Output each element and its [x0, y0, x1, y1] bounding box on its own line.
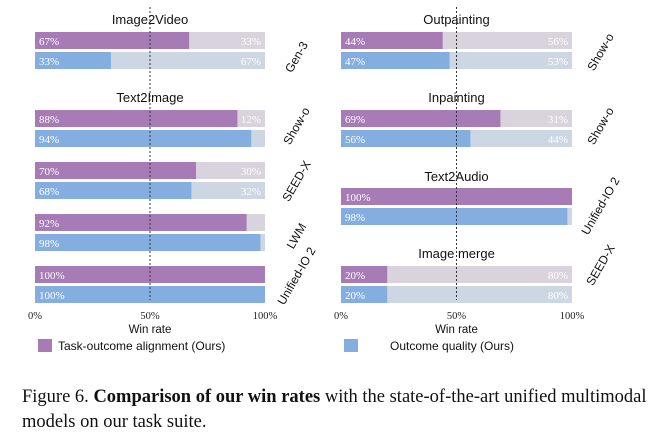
x-tick-label: 100%: [560, 311, 585, 322]
alignment-bar: [341, 266, 388, 283]
alignment-value-label: 92%: [39, 218, 59, 230]
quality-value-label: 68%: [39, 186, 59, 198]
quality-remainder-label: 44%: [548, 134, 568, 146]
quality-value-label: 33%: [39, 56, 59, 68]
alignment-bar: [35, 214, 247, 231]
x-tick-label: 0%: [28, 311, 42, 322]
quality-value-label: 47%: [345, 56, 365, 68]
alignment-value-label: 20%: [345, 270, 365, 282]
quality-bar: [35, 182, 192, 199]
quality-value-label: 98%: [345, 212, 365, 224]
quality-bar: [341, 130, 471, 147]
alignment-bar: [341, 32, 443, 49]
alignment-value-label: 70%: [39, 166, 59, 178]
alignment-value-label: 100%: [345, 192, 371, 204]
model-label: Unified-IO 2: [274, 244, 318, 307]
alignment-remainder-label: 33%: [241, 36, 261, 48]
alignment-remainder-label: 31%: [548, 114, 568, 126]
alignment-remainder-label: 56%: [548, 36, 568, 48]
x-tick-label: 100%: [253, 311, 278, 322]
alignment-bar: [35, 110, 238, 127]
alignment-remainder-label: 12%: [241, 114, 261, 126]
x-axis-title: Win rate: [435, 324, 478, 336]
quality-value-label: 98%: [39, 238, 59, 250]
alignment-value-label: 69%: [345, 114, 365, 126]
quality-remainder-bar: [341, 286, 572, 303]
alignment-value-label: 44%: [345, 36, 365, 48]
model-label: Show-o: [280, 105, 313, 148]
alignment-value-label: 88%: [39, 114, 59, 126]
quality-bar: [35, 130, 252, 147]
model-label: Unified-IO 2: [578, 174, 622, 237]
quality-value-label: 56%: [345, 134, 365, 146]
quality-remainder-label: 67%: [241, 56, 261, 68]
quality-bar: [341, 52, 450, 69]
quality-value-label: 100%: [39, 290, 65, 302]
quality-remainder-label: 80%: [548, 290, 568, 302]
figure-caption: Figure 6. Comparison of our win rates wi…: [22, 385, 652, 435]
alignment-bar: [35, 266, 265, 283]
model-label: Gen-3: [282, 39, 311, 75]
alignment-value-label: 67%: [39, 36, 59, 48]
alignment-bar: [35, 32, 190, 49]
x-tick-label: 50%: [140, 311, 160, 322]
x-tick-label: 50%: [447, 311, 467, 322]
panel-title: Text2Image: [116, 90, 183, 105]
caption-rest: with the state-of-the-art unified multim…: [22, 387, 647, 432]
caption-bold: Comparison of our win rates: [93, 387, 321, 407]
model-label: Show-o: [584, 105, 617, 148]
alignment-remainder-bar: [341, 266, 572, 283]
legend-label-alignment: Task-outcome alignment (Ours): [58, 339, 225, 353]
alignment-bar: [35, 162, 196, 179]
quality-remainder-label: 53%: [548, 56, 568, 68]
legend-label-quality: Outcome quality (Ours): [390, 339, 514, 353]
quality-bar: [341, 208, 568, 225]
quality-bar: [35, 286, 265, 303]
quality-value-label: 94%: [39, 134, 59, 146]
model-label: SEED-X: [279, 158, 313, 204]
legend-swatch-quality: [344, 339, 358, 352]
x-axis-title: Win rate: [129, 324, 172, 336]
quality-bar: [341, 286, 388, 303]
quality-bar: [35, 52, 111, 69]
model-label: Show-o: [584, 31, 617, 74]
alignment-remainder-label: 30%: [241, 166, 261, 178]
x-tick-label: 0%: [334, 311, 348, 322]
quality-bar: [35, 234, 261, 251]
legend-swatch-alignment: [38, 339, 52, 352]
alignment-bar: [341, 110, 501, 127]
quality-value-label: 20%: [345, 290, 365, 302]
panel-title: Image merge: [418, 246, 495, 261]
quality-remainder-label: 32%: [241, 186, 261, 198]
alignment-remainder-label: 80%: [548, 270, 568, 282]
caption-prefix: Figure 6.: [22, 387, 94, 407]
model-label: SEED-X: [583, 242, 617, 288]
alignment-value-label: 100%: [39, 270, 65, 282]
panel-title: Inpainting: [428, 90, 484, 105]
